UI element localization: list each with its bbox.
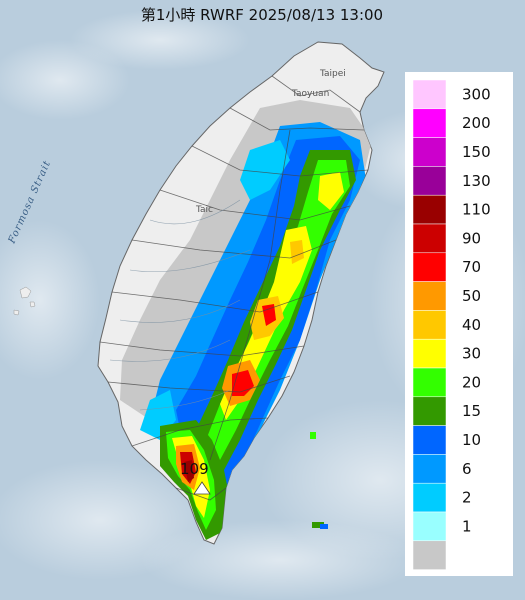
legend-label: 200 xyxy=(462,114,491,132)
legend-label: 10 xyxy=(462,431,481,449)
legend-swatch xyxy=(412,425,447,455)
legend-swatch xyxy=(412,482,447,513)
legend-swatch xyxy=(412,194,447,225)
place-label-taipei: Taipei xyxy=(319,69,346,79)
legend-swatch xyxy=(412,310,447,340)
legend-label: 90 xyxy=(462,229,481,247)
legend-label: 50 xyxy=(462,287,481,305)
county-boundaries xyxy=(99,75,369,501)
legend-swatch xyxy=(412,108,447,138)
legend-label: 30 xyxy=(462,345,481,363)
legend-swatch xyxy=(412,137,447,167)
legend-label: 300 xyxy=(462,85,491,103)
legend-swatch xyxy=(412,454,447,484)
legend-label: 130 xyxy=(462,172,491,190)
green-island xyxy=(310,432,316,439)
legend-swatch xyxy=(412,367,447,398)
max-rainfall-value: 109 xyxy=(180,460,209,478)
map-title: 第1小時 RWRF 2025/08/13 13:00 xyxy=(141,6,383,24)
legend-swatch xyxy=(412,79,447,110)
place-label-taichung: Taic xyxy=(195,205,213,215)
legend-swatch xyxy=(412,540,447,570)
legend-label: 20 xyxy=(462,373,481,391)
rivers xyxy=(109,199,251,411)
legend-swatch xyxy=(412,252,447,282)
orchid-island xyxy=(312,522,328,529)
legend-swatch xyxy=(412,396,447,426)
legend-label: 2 xyxy=(462,489,472,507)
legend-swatch xyxy=(412,338,447,369)
legend-label: 1 xyxy=(462,517,472,535)
legend-label: 70 xyxy=(462,258,481,276)
place-label-taoyuan: Taoyuan xyxy=(291,89,329,99)
rainfall-overlay xyxy=(120,100,372,540)
legend-label: 110 xyxy=(462,201,491,219)
rainfall-legend: 300 200 150 130 110 90 70 50 40 30 20 15 10 6 2 1 xyxy=(405,72,513,576)
legend-swatch xyxy=(412,281,447,311)
max-rainfall-triangle-icon xyxy=(193,481,211,495)
legend-swatch xyxy=(412,166,447,196)
legend-swatch xyxy=(412,223,447,254)
penghu-islands xyxy=(13,286,36,316)
legend-label: 15 xyxy=(462,402,481,420)
legend-label: 150 xyxy=(462,143,491,161)
legend-swatch xyxy=(412,511,447,542)
legend-label: 40 xyxy=(462,316,481,334)
legend-label: 6 xyxy=(462,460,472,478)
